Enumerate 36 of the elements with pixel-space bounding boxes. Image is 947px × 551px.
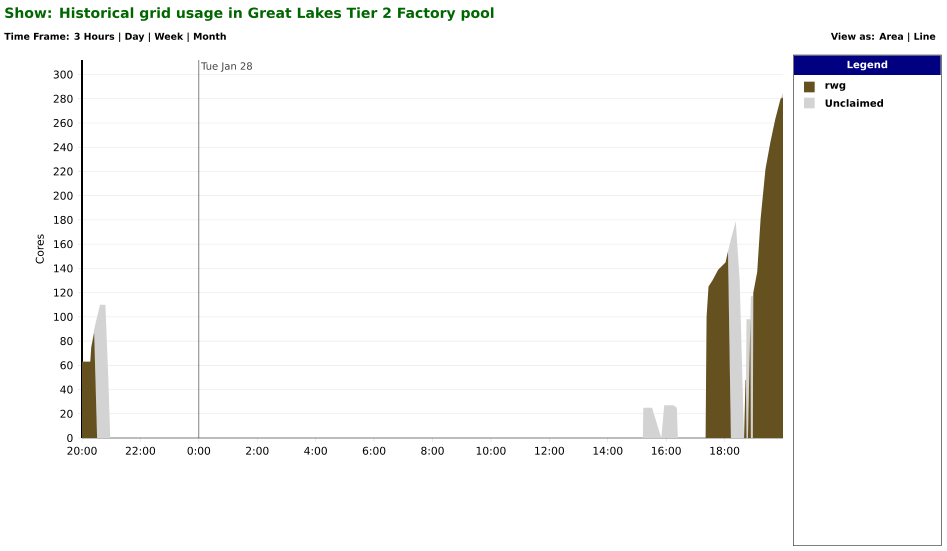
text: View as: Area | Line <box>830 32 936 42</box>
legend-label: Unclaimed <box>826 99 884 107</box>
text: Time Frame: 3 Hours | Day | Week | Month <box>4 32 226 42</box>
x-tick-label: 20:00 <box>67 446 97 455</box>
y-tick-label: 40 <box>60 385 73 394</box>
x-tick-label: 10:00 <box>476 446 506 455</box>
y-tick-label: 0 <box>67 434 73 442</box>
x-tick-label: 12:00 <box>535 446 564 455</box>
y-tick-label: 260 <box>54 118 73 128</box>
y-tick-label: 120 <box>54 288 73 297</box>
x-tick-label: 8:00 <box>421 446 444 455</box>
x-tick-label: 22:00 <box>126 446 156 455</box>
y-axis-title: Cores <box>36 234 44 264</box>
y-tick-label: 60 <box>60 361 73 370</box>
legend-label: rwg <box>826 83 846 91</box>
y-tick-label: 160 <box>54 240 73 248</box>
x-tick-label: 18:00 <box>710 446 740 455</box>
y-tick-label: 180 <box>54 216 73 224</box>
y-tick-label: 140 <box>54 264 73 272</box>
ref-line-label: Tue Jan 28 <box>201 62 252 72</box>
y-tick-label: 20 <box>60 410 73 418</box>
chart-title: Show: Historical grid usage in Great Lakes Tier 2 Factory pool <box>5 7 494 21</box>
y-tick-label: 300 <box>54 70 73 79</box>
x-tick-label: 6:00 <box>362 446 386 455</box>
x-tick-label: 0:00 <box>188 446 210 455</box>
y-tick-label: 200 <box>54 192 73 200</box>
y-tick-label: 240 <box>54 143 73 152</box>
x-tick-label: 2:00 <box>246 446 269 455</box>
x-tick-label: 16:00 <box>652 446 681 455</box>
x-tick-label: 4:00 <box>304 446 327 455</box>
legend-title: Legend <box>848 60 888 70</box>
y-tick-label: 100 <box>54 312 73 321</box>
y-tick-label: 220 <box>54 167 73 176</box>
x-tick-label: 14:00 <box>594 446 622 455</box>
y-tick-label: 280 <box>54 94 73 103</box>
y-tick-label: 80 <box>60 337 73 346</box>
